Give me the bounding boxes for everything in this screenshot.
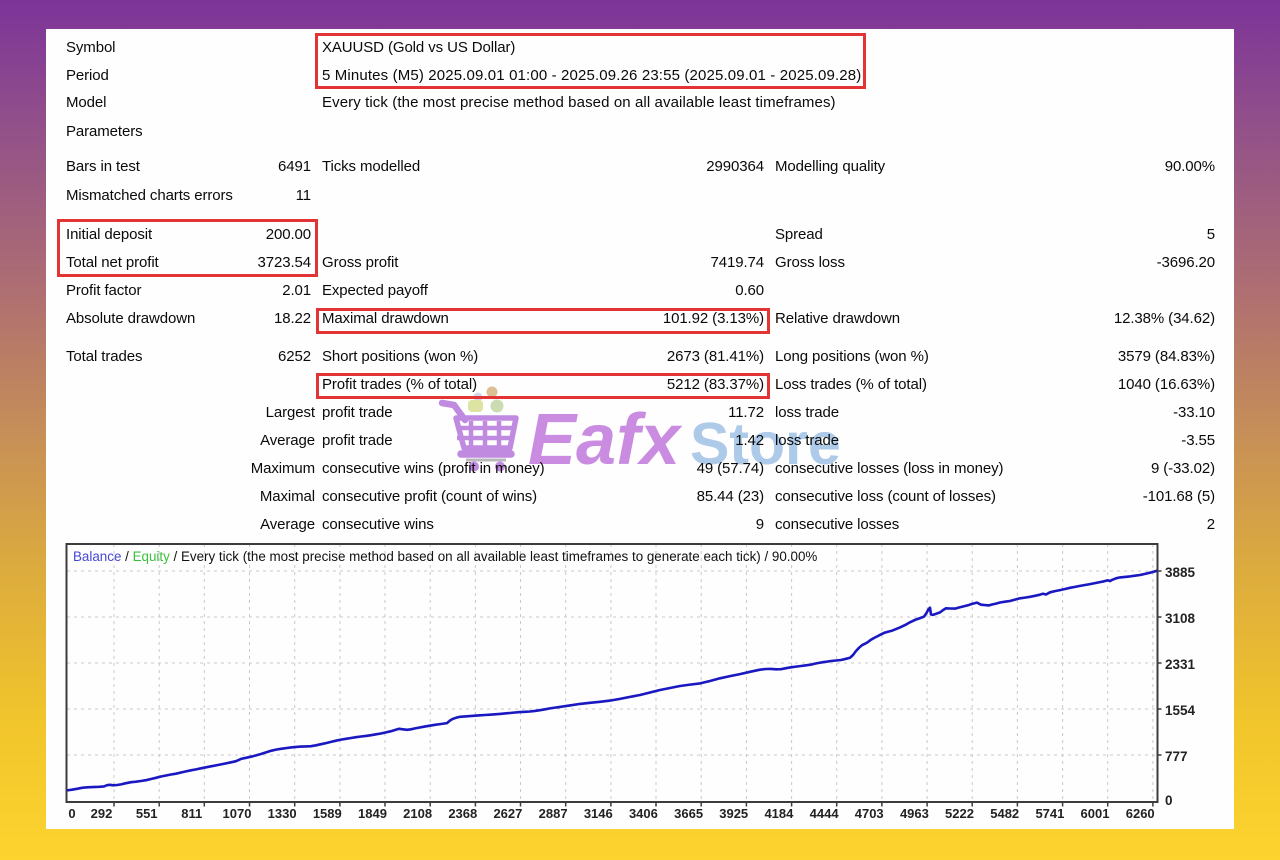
svg-text:1330: 1330 — [268, 806, 297, 821]
svg-text:Eafx: Eafx — [528, 400, 683, 480]
svg-text:5222: 5222 — [945, 806, 974, 821]
svg-text:4184: 4184 — [764, 806, 794, 821]
svg-text:2368: 2368 — [448, 806, 477, 821]
svg-text:4444: 4444 — [810, 806, 840, 821]
svg-text:Store: Store — [690, 411, 841, 477]
svg-text:5482: 5482 — [990, 806, 1019, 821]
svg-text:2627: 2627 — [493, 806, 522, 821]
svg-text:6260: 6260 — [1126, 806, 1155, 821]
svg-text:3108: 3108 — [1165, 611, 1196, 626]
svg-text:4963: 4963 — [900, 806, 929, 821]
svg-text:1589: 1589 — [313, 806, 342, 821]
svg-text:811: 811 — [181, 806, 202, 821]
svg-text:1070: 1070 — [223, 806, 252, 821]
svg-text:6001: 6001 — [1081, 806, 1110, 821]
svg-text:3885: 3885 — [1165, 565, 1196, 580]
svg-text:3146: 3146 — [584, 806, 613, 821]
svg-text:2108: 2108 — [403, 806, 432, 821]
svg-text:1849: 1849 — [358, 806, 387, 821]
svg-text:3925: 3925 — [719, 806, 748, 821]
svg-text:4703: 4703 — [855, 806, 884, 821]
svg-text:2887: 2887 — [539, 806, 568, 821]
svg-text:2331: 2331 — [1165, 657, 1196, 672]
svg-text:3665: 3665 — [674, 806, 703, 821]
svg-text:5741: 5741 — [1035, 806, 1064, 821]
svg-text:0: 0 — [1165, 793, 1173, 808]
svg-text:0: 0 — [68, 806, 75, 821]
svg-text:292: 292 — [91, 806, 113, 821]
svg-text:3406: 3406 — [629, 806, 658, 821]
svg-text:777: 777 — [1165, 749, 1188, 764]
svg-text:1554: 1554 — [1165, 703, 1196, 718]
svg-text:551: 551 — [136, 806, 158, 821]
